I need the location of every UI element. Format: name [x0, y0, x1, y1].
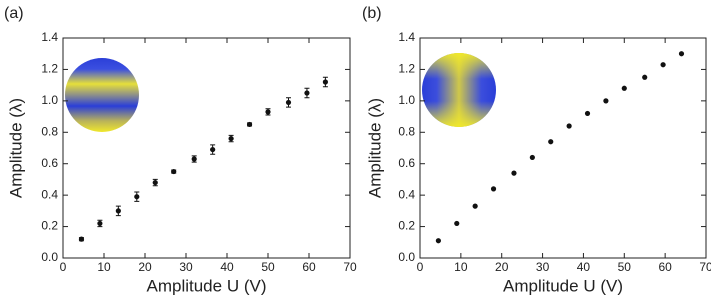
inset-sphere-overlay: [422, 53, 496, 127]
data-point: [454, 220, 460, 227]
data-point: [171, 168, 177, 175]
data-point: [584, 110, 591, 117]
data-point: [322, 79, 328, 85]
data-point: [621, 85, 627, 91]
data-point: [603, 98, 609, 104]
plot-frame: [62, 37, 351, 259]
x-tick-label: 20: [138, 260, 152, 274]
data-point: [115, 208, 121, 214]
y-tick-label: 1.4: [41, 30, 58, 44]
data-point: [228, 135, 234, 142]
y-tick-label: 0.4: [398, 187, 415, 201]
data-point: [435, 238, 441, 244]
panel-label: (b): [362, 5, 382, 22]
y-tick-label: 0.4: [41, 187, 58, 201]
x-tick-label: 30: [179, 260, 193, 274]
data-point: [642, 74, 648, 80]
x-tick-label: 40: [220, 260, 234, 274]
y-tick-label: 1.0: [41, 93, 58, 107]
x-tick-label: 60: [658, 260, 672, 274]
plot-frame: [419, 37, 707, 259]
data-point: [678, 51, 685, 57]
y-tick-label: 1.2: [398, 62, 415, 76]
data-point: [304, 90, 310, 96]
x-axis-label: Amplitude U (V): [147, 276, 267, 295]
y-tick-label: 1.0: [398, 93, 415, 107]
inset-sphere: [65, 58, 139, 132]
data-point: [210, 146, 216, 153]
x-tick-label: 70: [699, 260, 711, 274]
x-tick-label: 0: [417, 260, 424, 274]
y-tick-label: 1.4: [398, 30, 415, 44]
data-point: [660, 62, 666, 68]
data-point: [134, 194, 140, 200]
y-tick-label: 0.8: [398, 124, 415, 138]
x-tick-label: 10: [454, 260, 468, 274]
x-tick-label: 0: [60, 260, 67, 274]
data-point: [97, 220, 103, 227]
y-tick-label: 0.2: [398, 219, 415, 233]
data-point: [529, 154, 535, 161]
data-point: [511, 170, 517, 176]
y-tick-label: 0.2: [41, 219, 58, 233]
y-tick-label: 1.2: [41, 62, 58, 76]
x-tick-label: 70: [343, 260, 357, 274]
x-tick-label: 30: [536, 260, 550, 274]
x-tick-label: 10: [97, 260, 111, 274]
data-point: [472, 203, 478, 209]
data-point: [191, 156, 197, 162]
y-tick-label: 0.0: [41, 250, 58, 264]
y-axis-label: Amplitude (λ): [6, 98, 25, 198]
data-point: [285, 99, 292, 106]
data-point: [566, 123, 572, 129]
data-point: [548, 139, 554, 145]
data-point: [265, 109, 271, 115]
data-point: [246, 121, 253, 128]
data-point: [490, 186, 497, 192]
x-tick-label: 40: [577, 260, 591, 274]
panel-label: (a): [4, 5, 24, 22]
x-axis-label: Amplitude U (V): [503, 276, 623, 295]
x-tick-label: 50: [261, 260, 275, 274]
x-tick-label: 60: [302, 260, 316, 274]
x-tick-label: 50: [618, 260, 632, 274]
y-tick-label: 0.6: [398, 156, 415, 170]
y-tick-label: 0.6: [41, 156, 58, 170]
data-point: [78, 236, 85, 242]
x-tick-label: 20: [495, 260, 509, 274]
data-point: [152, 179, 158, 186]
y-tick-label: 0.8: [41, 124, 58, 138]
y-tick-label: 0.0: [398, 250, 415, 264]
y-axis-label: Amplitude (λ): [365, 98, 384, 198]
